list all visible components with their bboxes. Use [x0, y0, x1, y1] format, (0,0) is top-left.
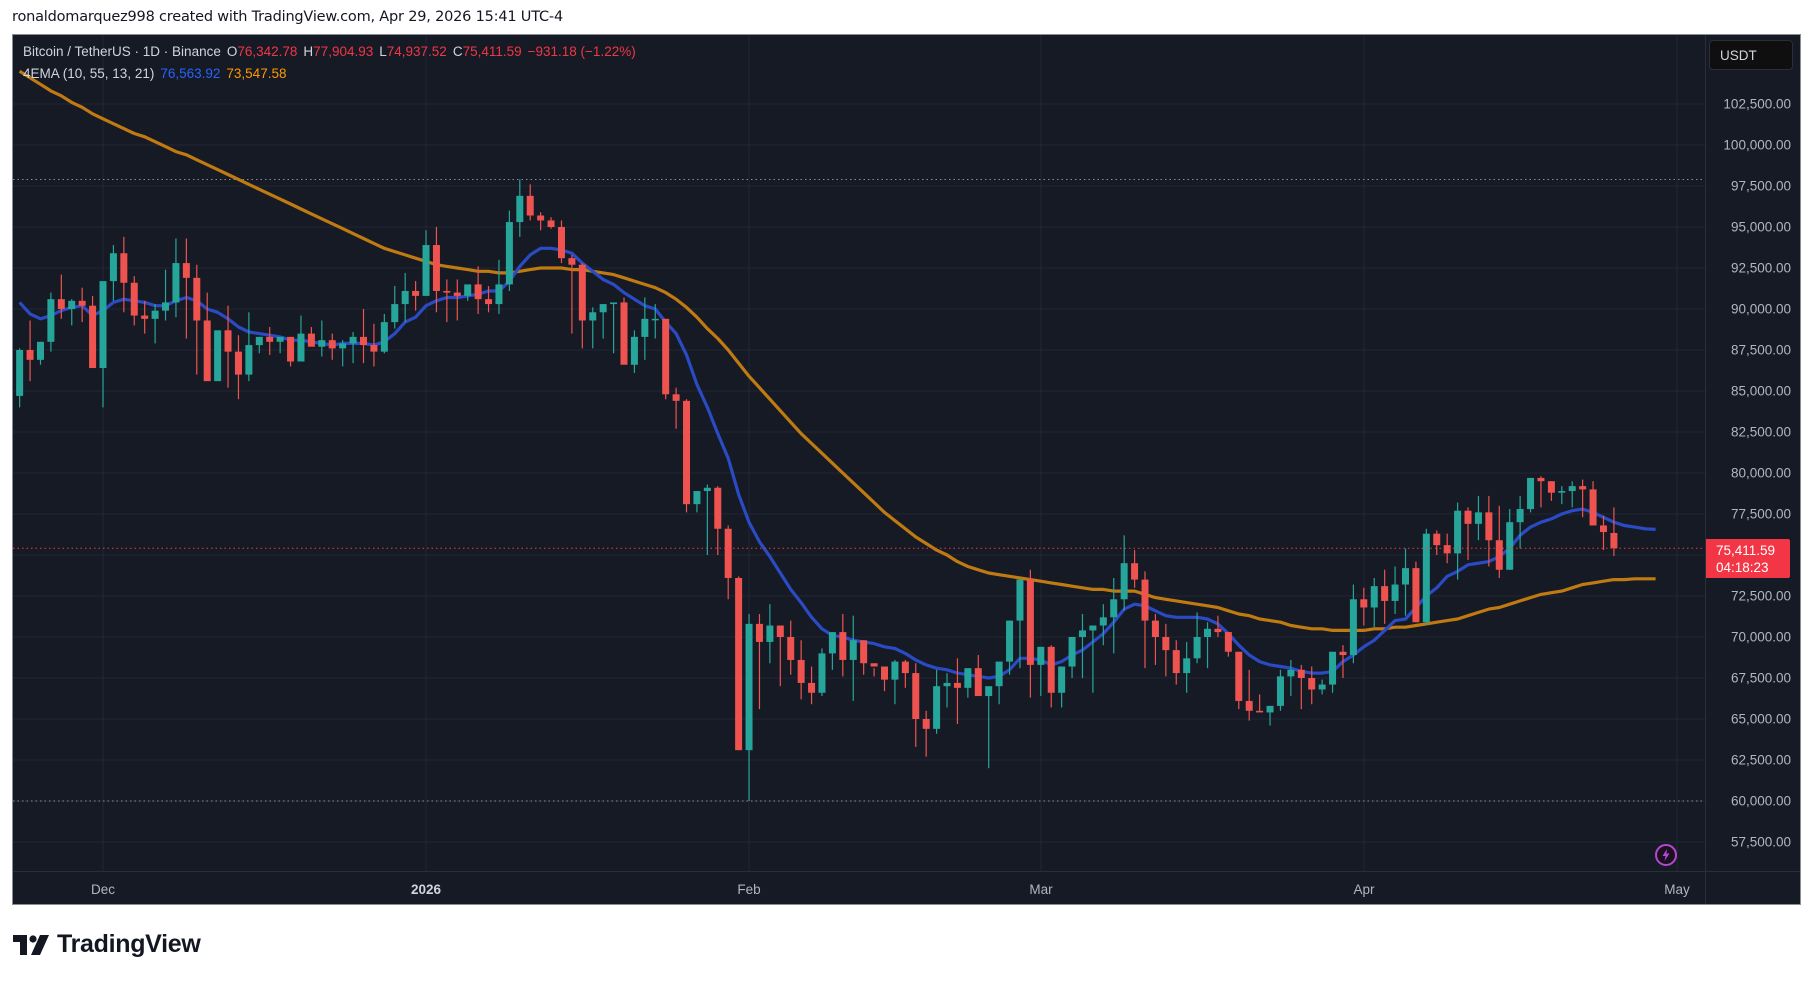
plot-area[interactable]: Bitcoin / TetherUS · 1D · Binance O76,342… — [13, 35, 1705, 871]
candlestick-chart — [13, 35, 1705, 871]
price-axis[interactable]: USDT 75,411.59 04:18:23 57,500.00 60,000.… — [1705, 35, 1800, 871]
last-price: 75,411.59 — [1716, 543, 1776, 559]
bar-countdown: 04:18:23 — [1716, 560, 1769, 576]
low-label: L — [379, 44, 387, 59]
axis-corner — [1705, 871, 1800, 904]
close-label: C — [452, 44, 463, 59]
price-tick: 60,000.00 — [1730, 793, 1791, 809]
high-label: H — [303, 44, 314, 59]
change-value: −931.18 (−1.22%) — [527, 44, 636, 59]
low-value: 74,937.52 — [386, 44, 447, 59]
price-tick: 92,500.00 — [1730, 260, 1791, 276]
chart-panel: Bitcoin / TetherUS · 1D · Binance O76,342… — [12, 34, 1801, 905]
price-tick: 80,000.00 — [1730, 465, 1791, 481]
price-tick: 97,500.00 — [1730, 178, 1791, 194]
price-tick: 85,000.00 — [1730, 383, 1791, 399]
price-tick: 87,500.00 — [1730, 342, 1791, 358]
symbol-legend: Bitcoin / TetherUS · 1D · Binance O76,342… — [23, 44, 642, 59]
price-tick: 70,000.00 — [1730, 629, 1791, 645]
price-tick: 65,000.00 — [1730, 711, 1791, 727]
price-tick: 67,500.00 — [1730, 670, 1791, 686]
ema-slow-value: 73,547.58 — [226, 66, 287, 81]
tradingview-logo-icon — [13, 934, 49, 955]
time-label: May — [1664, 882, 1690, 897]
time-label: Mar — [1029, 882, 1053, 897]
time-axis[interactable]: Dec 2026 Feb Mar Apr May — [13, 871, 1705, 904]
indicator-legend: 4EMA (10, 55, 13, 21) 76,563.92 73,547.58 — [23, 66, 292, 81]
symbol-name[interactable]: Bitcoin / TetherUS · 1D · Binance — [23, 44, 221, 59]
ema-fast-value: 76,563.92 — [160, 66, 221, 81]
price-tick: 90,000.00 — [1730, 301, 1791, 317]
open-value: 76,342.78 — [237, 44, 298, 59]
tradingview-logo: TradingView — [13, 930, 201, 959]
price-tick: 77,500.00 — [1730, 506, 1791, 522]
time-label: 2026 — [410, 882, 442, 897]
chart-credit: ronaldomarquez998 created with TradingVi… — [12, 9, 563, 25]
price-tick: 95,000.00 — [1730, 219, 1791, 235]
time-label: Feb — [737, 882, 761, 897]
price-tick: 102,500.00 — [1723, 96, 1791, 112]
currency-button[interactable]: USDT — [1709, 40, 1793, 70]
close-value: 75,411.59 — [462, 44, 522, 59]
tradingview-wordmark: TradingView — [57, 930, 201, 958]
last-price-label: 75,411.59 04:18:23 — [1706, 539, 1790, 579]
lightning-icon[interactable] — [1655, 844, 1677, 866]
indicator-name[interactable]: 4EMA (10, 55, 13, 21) — [23, 66, 155, 81]
price-tick: 100,000.00 — [1723, 137, 1791, 153]
price-tick: 82,500.00 — [1730, 424, 1791, 440]
high-value: 77,904.93 — [313, 44, 374, 59]
price-tick: 62,500.00 — [1730, 752, 1791, 768]
price-tick: 72,500.00 — [1730, 588, 1791, 604]
price-tick: 57,500.00 — [1730, 834, 1791, 850]
open-label: O — [226, 44, 238, 59]
time-label: Apr — [1353, 882, 1375, 897]
time-label: Dec — [90, 882, 116, 897]
